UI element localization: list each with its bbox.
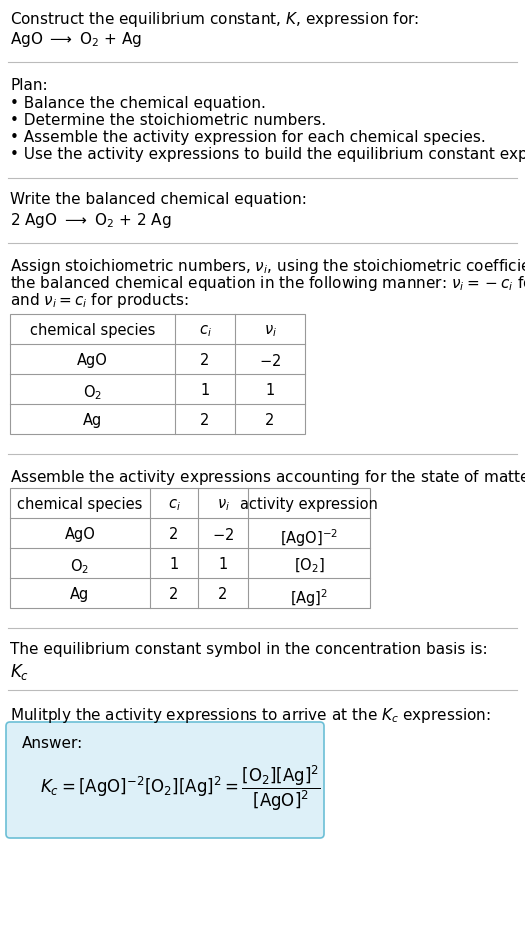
Text: 1: 1: [218, 557, 228, 572]
Text: AgO $\longrightarrow$ O$_2$ + Ag: AgO $\longrightarrow$ O$_2$ + Ag: [10, 30, 142, 49]
Text: $K_c$: $K_c$: [10, 662, 29, 682]
Text: $-2$: $-2$: [212, 527, 234, 543]
FancyBboxPatch shape: [6, 722, 324, 838]
Bar: [10, 314, 305, 434]
Text: • Assemble the activity expression for each chemical species.: • Assemble the activity expression for e…: [10, 130, 486, 145]
Text: 1: 1: [170, 557, 179, 572]
Text: chemical species: chemical species: [30, 323, 155, 338]
Text: and $\nu_i = c_i$ for products:: and $\nu_i = c_i$ for products:: [10, 291, 189, 310]
Text: O$_2$: O$_2$: [70, 557, 90, 576]
Text: $c_i$: $c_i$: [167, 497, 181, 513]
Text: 1: 1: [265, 383, 275, 398]
Text: $K_c = [\mathrm{AgO}]^{-2} [\mathrm{O_2}] [\mathrm{Ag}]^2 = \dfrac{[\mathrm{O_2}: $K_c = [\mathrm{AgO}]^{-2} [\mathrm{O_2}…: [40, 764, 321, 812]
Text: 2: 2: [169, 527, 179, 542]
Text: Assemble the activity expressions accounting for the state of matter and $\nu_i$: Assemble the activity expressions accoun…: [10, 468, 525, 487]
Text: 2: 2: [265, 413, 275, 428]
Text: 2: 2: [201, 353, 209, 368]
Text: O$_2$: O$_2$: [83, 383, 102, 401]
Text: Ag: Ag: [83, 413, 102, 428]
Text: The equilibrium constant symbol in the concentration basis is:: The equilibrium constant symbol in the c…: [10, 642, 488, 657]
Text: $[\mathrm{O_2}]$: $[\mathrm{O_2}]$: [293, 557, 324, 575]
Text: AgO: AgO: [65, 527, 96, 542]
Text: Answer:: Answer:: [22, 736, 83, 751]
Text: Assign stoichiometric numbers, $\nu_i$, using the stoichiometric coefficients, $: Assign stoichiometric numbers, $\nu_i$, …: [10, 257, 525, 276]
Text: 2: 2: [169, 587, 179, 602]
Text: 1: 1: [201, 383, 209, 398]
Text: chemical species: chemical species: [17, 497, 143, 512]
Text: • Determine the stoichiometric numbers.: • Determine the stoichiometric numbers.: [10, 113, 326, 128]
Text: activity expression: activity expression: [240, 497, 378, 512]
Text: Mulitply the activity expressions to arrive at the $K_c$ expression:: Mulitply the activity expressions to arr…: [10, 706, 491, 725]
Text: 2 AgO $\longrightarrow$ O$_2$ + 2 Ag: 2 AgO $\longrightarrow$ O$_2$ + 2 Ag: [10, 211, 171, 230]
Text: the balanced chemical equation in the following manner: $\nu_i = -c_i$ for react: the balanced chemical equation in the fo…: [10, 274, 525, 293]
Text: $-2$: $-2$: [259, 353, 281, 369]
Text: Construct the equilibrium constant, $K$, expression for:: Construct the equilibrium constant, $K$,…: [10, 10, 419, 29]
Text: • Balance the chemical equation.: • Balance the chemical equation.: [10, 96, 266, 111]
Text: $\nu_i$: $\nu_i$: [216, 497, 229, 513]
Text: $c_i$: $c_i$: [198, 323, 212, 339]
Text: AgO: AgO: [77, 353, 108, 368]
Text: Write the balanced chemical equation:: Write the balanced chemical equation:: [10, 192, 307, 207]
Text: $\nu_i$: $\nu_i$: [264, 323, 277, 339]
Text: Plan:: Plan:: [10, 78, 48, 93]
Text: $[\mathrm{AgO}]^{-2}$: $[\mathrm{AgO}]^{-2}$: [280, 527, 338, 549]
Text: • Use the activity expressions to build the equilibrium constant expression.: • Use the activity expressions to build …: [10, 147, 525, 162]
Text: 2: 2: [201, 413, 209, 428]
Text: Ag: Ag: [70, 587, 90, 602]
Bar: [10, 488, 370, 608]
Text: $[\mathrm{Ag}]^2$: $[\mathrm{Ag}]^2$: [290, 587, 328, 609]
Text: 2: 2: [218, 587, 228, 602]
